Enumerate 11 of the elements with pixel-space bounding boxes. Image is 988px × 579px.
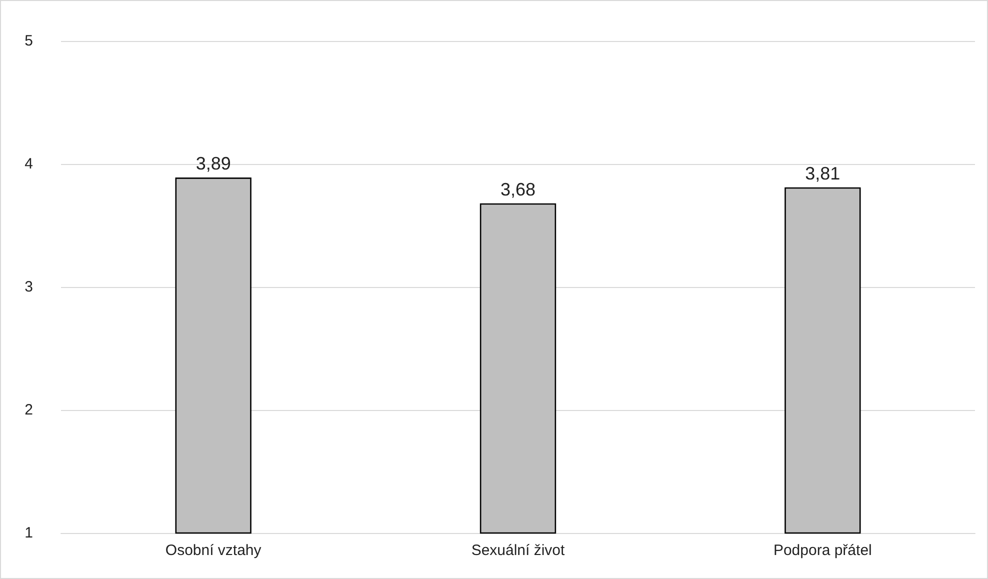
y-tick-label: 3 [24, 278, 33, 296]
y-tick-label: 5 [24, 32, 33, 50]
data-label: 3,68 [500, 179, 536, 200]
x-tick-label: Podpora přátel [773, 542, 872, 559]
y-tick-label: 2 [24, 402, 33, 418]
y-tick-label: 4 [24, 156, 33, 172]
x-tick-label: Osobní vztahy [165, 542, 262, 559]
data-label: 3,81 [805, 163, 840, 184]
y-tick-label: 1 [24, 524, 33, 542]
data-label: 3,89 [196, 154, 231, 174]
x-tick-label: Sexuální život [471, 542, 566, 559]
